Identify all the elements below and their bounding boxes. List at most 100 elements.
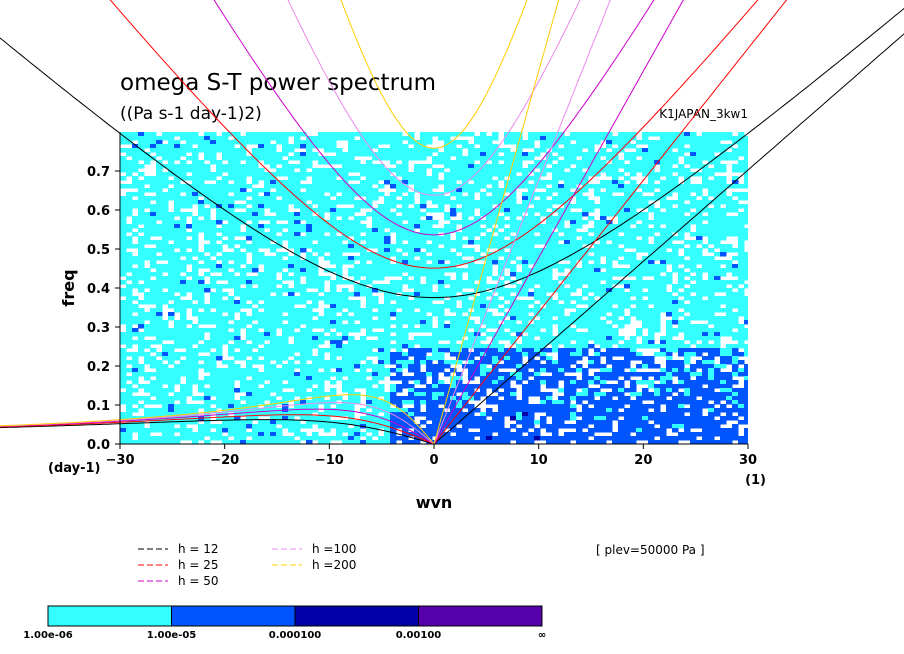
heatmap-cell <box>144 176 151 181</box>
heatmap-cell <box>282 336 289 341</box>
heatmap-cell <box>402 212 409 217</box>
heatmap-cell <box>252 168 259 173</box>
heatmap-cell <box>636 248 643 253</box>
heatmap-cell <box>570 272 577 277</box>
heatmap-cell <box>408 344 415 349</box>
heatmap-cell <box>174 188 181 193</box>
heatmap-cell <box>642 220 649 225</box>
heatmap-cell <box>678 312 685 317</box>
heatmap-cell <box>636 164 643 169</box>
heatmap-cell <box>540 180 547 185</box>
heatmap-cell <box>354 176 361 181</box>
heatmap-cell <box>744 172 748 177</box>
heatmap-cell <box>210 252 217 257</box>
heatmap-cell <box>630 288 637 293</box>
heatmap-cell <box>228 360 235 365</box>
heatmap-cell <box>138 340 145 345</box>
heatmap-cell <box>600 208 607 213</box>
heatmap-cell <box>240 136 247 141</box>
heatmap-cell <box>318 140 325 145</box>
heatmap-cell <box>636 192 643 197</box>
heatmap-cell <box>660 144 667 149</box>
heatmap-cell <box>270 300 277 305</box>
heatmap-cell <box>558 328 565 333</box>
heatmap-cell <box>252 252 259 257</box>
heatmap-cell <box>468 156 475 161</box>
heatmap-cell <box>606 144 613 149</box>
heatmap-cell <box>696 232 703 237</box>
heatmap-cell <box>174 368 181 373</box>
heatmap-cell <box>336 160 343 165</box>
heatmap-cell <box>456 288 463 293</box>
heatmap-cell <box>216 300 223 305</box>
heatmap-cell <box>648 140 655 145</box>
heatmap-cell <box>336 268 343 273</box>
heatmap-cell <box>408 208 415 213</box>
heatmap-cell <box>474 264 481 269</box>
heatmap-cell <box>600 160 607 165</box>
heatmap-cell <box>138 368 145 373</box>
heatmap-cell <box>240 196 247 201</box>
heatmap-cell <box>618 220 625 225</box>
heatmap-cell <box>198 176 205 181</box>
heatmap-cell <box>702 304 709 309</box>
heatmap-cell <box>390 156 397 161</box>
heatmap-cell <box>168 260 175 265</box>
heatmap-cell <box>138 228 145 233</box>
heatmap-cell <box>684 136 691 141</box>
heatmap-cell <box>378 256 385 261</box>
heatmap-cell <box>492 336 499 341</box>
heatmap-cell <box>558 292 565 297</box>
heatmap-cell <box>306 316 313 321</box>
heatmap-cell <box>354 140 361 145</box>
heatmap-cell <box>624 176 631 181</box>
heatmap-cell <box>144 160 151 165</box>
heatmap-cell <box>594 232 601 237</box>
heatmap-cell <box>624 192 631 197</box>
heatmap-cell <box>366 304 373 309</box>
heatmap-cell <box>606 264 613 269</box>
heatmap-cell <box>624 356 631 361</box>
heatmap-cell <box>504 244 511 249</box>
heatmap-cell <box>414 300 421 305</box>
heatmap-cell <box>420 344 427 349</box>
heatmap-cell <box>300 308 307 313</box>
heatmap-cell <box>282 200 289 205</box>
heatmap-cell <box>432 248 439 253</box>
heatmap-cell <box>366 192 373 197</box>
heatmap-cell <box>192 352 199 357</box>
heatmap-cell <box>252 356 259 361</box>
heatmap-cell <box>678 352 685 357</box>
heatmap-cell <box>720 244 727 249</box>
heatmap-cell <box>192 288 199 293</box>
heatmap-cell <box>126 360 133 365</box>
heatmap-cell <box>474 352 481 357</box>
heatmap-cell <box>330 300 337 305</box>
heatmap-cell <box>186 304 193 309</box>
heatmap-cell <box>288 244 295 249</box>
heatmap-cell <box>522 288 529 293</box>
heatmap-cell <box>510 288 517 293</box>
heatmap-cell <box>198 364 205 369</box>
heatmap-cell <box>318 324 325 329</box>
heatmap-cell <box>120 312 127 317</box>
heatmap-cell <box>294 144 301 149</box>
heatmap-cell <box>486 232 493 237</box>
heatmap-cell <box>264 192 271 197</box>
heatmap-cell <box>510 352 517 357</box>
heatmap-cell <box>672 200 679 205</box>
heatmap-cell <box>636 292 643 297</box>
heatmap-cell <box>354 272 361 277</box>
heatmap-cell <box>372 332 379 337</box>
heatmap-cell <box>156 368 163 373</box>
heatmap-cell <box>480 228 487 233</box>
heatmap-cell <box>552 240 559 245</box>
heatmap-cell <box>480 172 487 177</box>
heatmap-cell <box>420 200 427 205</box>
heatmap-cell <box>666 320 673 325</box>
heatmap-cell <box>444 224 451 229</box>
heatmap-cell <box>720 228 727 233</box>
heatmap-cell <box>486 292 493 297</box>
heatmap-cell <box>684 296 691 301</box>
heatmap-cell <box>138 200 145 205</box>
